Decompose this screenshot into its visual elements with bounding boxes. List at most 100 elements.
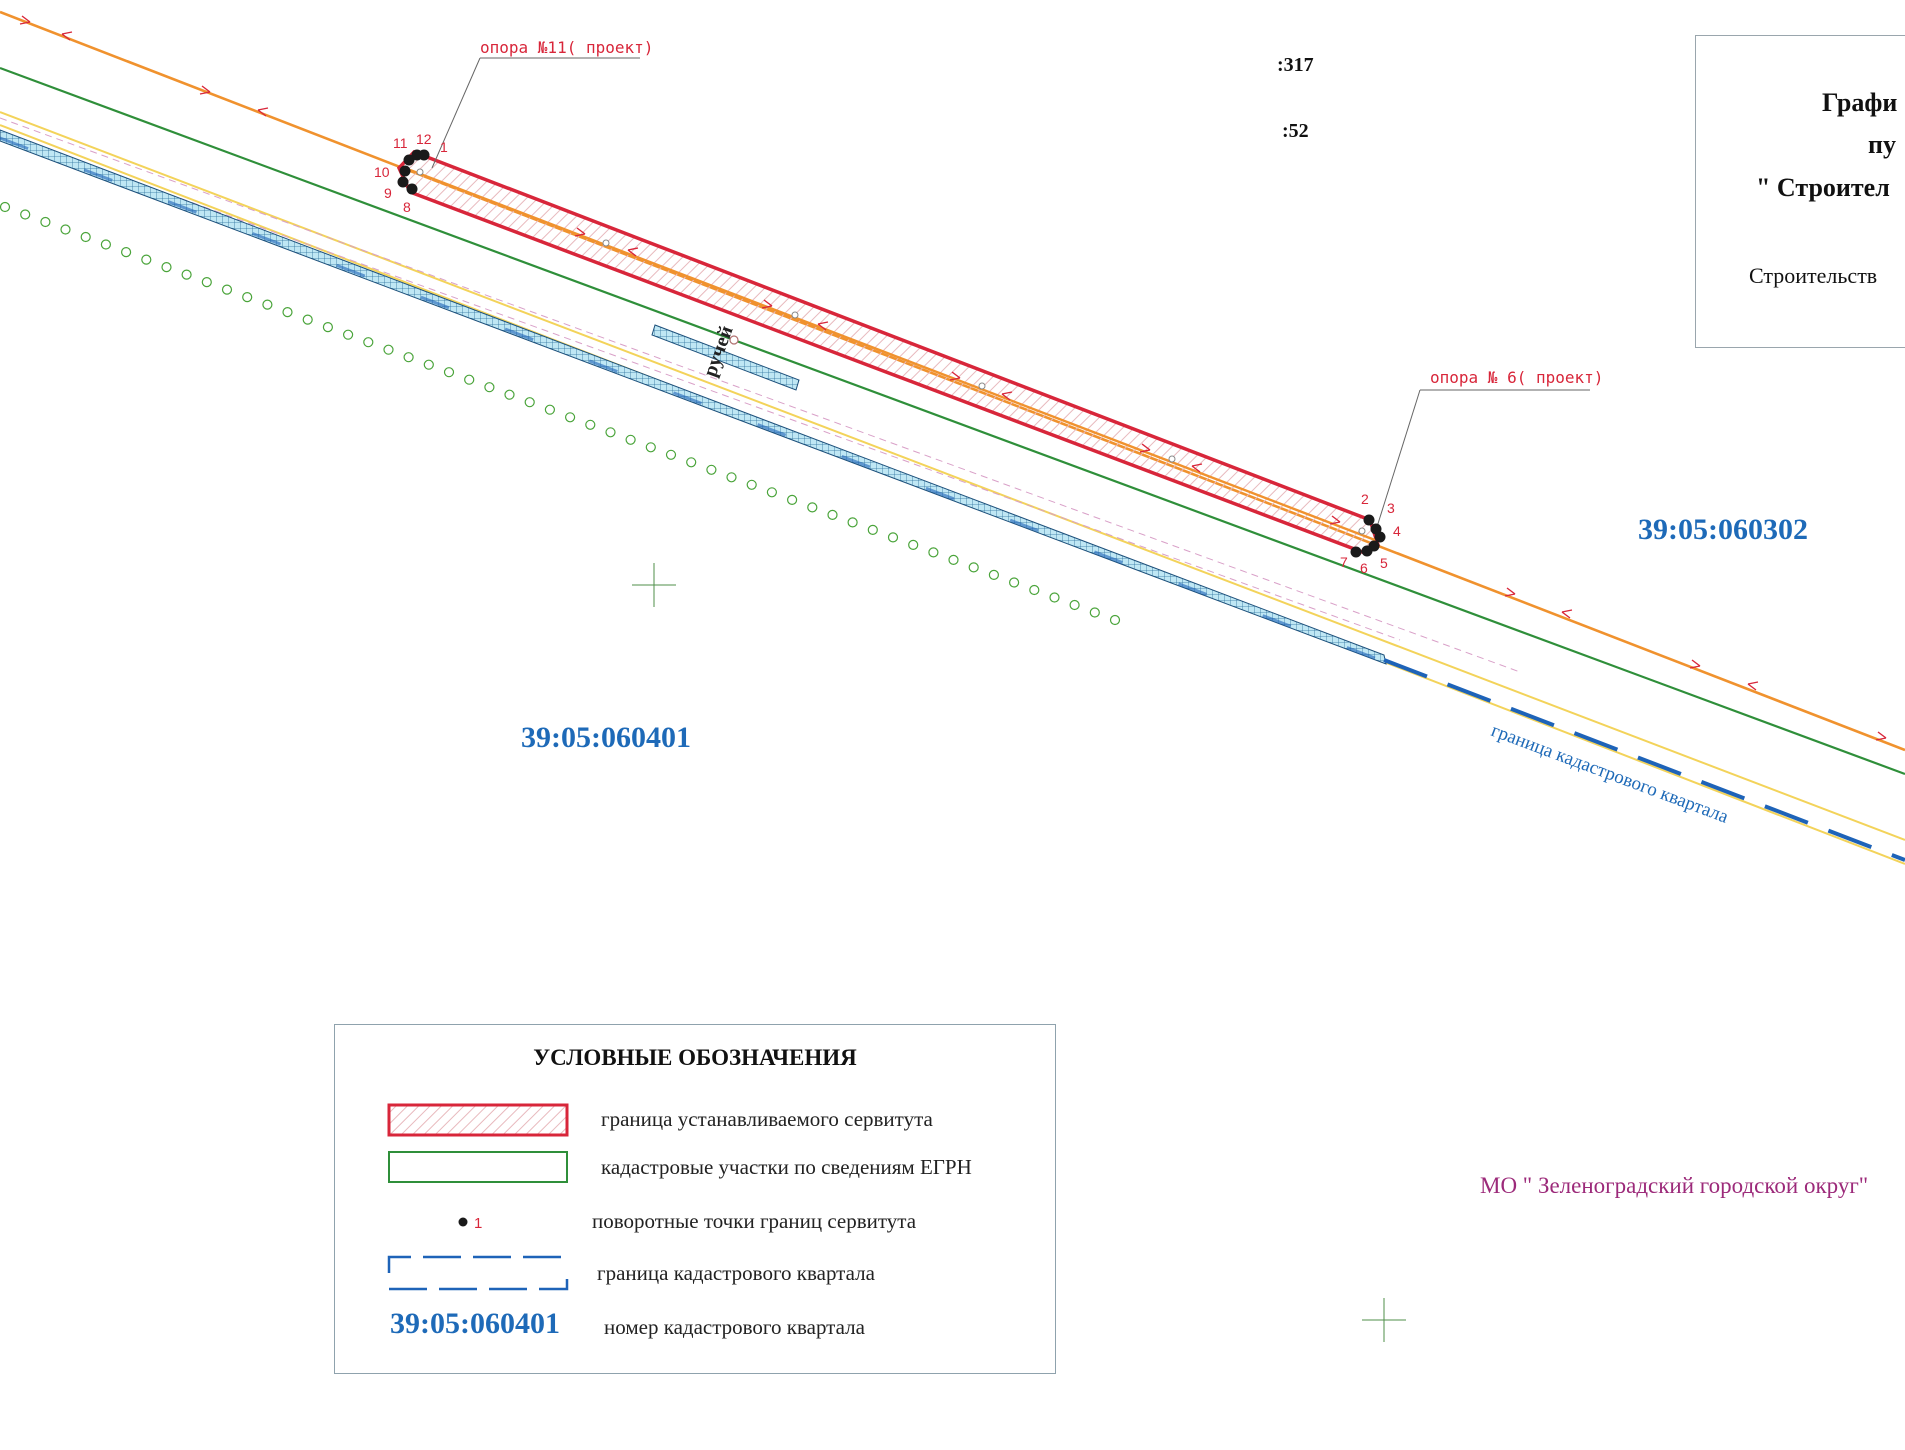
legend-label: кадастровые участки по сведениям ЕГРН xyxy=(601,1155,972,1179)
dashed-pink-line xyxy=(0,117,1521,673)
green-dot xyxy=(988,569,1000,581)
green-dot xyxy=(968,562,979,573)
crosshair-icon xyxy=(632,563,676,607)
legend-item-servitude: граница устанавливаемого сервитута xyxy=(335,1099,1055,1143)
green-dot xyxy=(686,457,697,468)
axis-arrows xyxy=(574,227,1341,525)
pole-6-label: опора № 6( проект) xyxy=(1430,368,1603,387)
legend-item-parcels: кадастровые участки по сведениям ЕГРН xyxy=(335,1147,1055,1191)
green-dot xyxy=(201,277,212,288)
green-dot xyxy=(827,509,838,521)
pole-11-label: опора №11( проект) xyxy=(480,38,653,57)
green-dot xyxy=(928,547,939,558)
legend: УСЛОВНЫЕ ОБОЗНАЧЕНИЯ граница устанавлива… xyxy=(334,1024,1056,1374)
servitude-symbol xyxy=(387,1103,569,1137)
green-dot xyxy=(322,322,333,333)
dashed-pink-line-2 xyxy=(0,132,1401,641)
green-dot xyxy=(443,367,455,378)
green-dot xyxy=(464,374,475,385)
green-dot xyxy=(726,472,737,483)
quarter-number-sample: 39:05:060401 xyxy=(390,1307,560,1340)
legend-label: номер кадастрового квартала xyxy=(604,1315,865,1339)
quarter-boundary-label: граница кадастрового квартала xyxy=(1488,720,1731,828)
green-dot xyxy=(524,397,535,408)
green-dot xyxy=(403,352,414,363)
quarter-number-401: 39:05:060401 xyxy=(521,721,691,754)
green-dot xyxy=(60,224,71,235)
green-dot xyxy=(887,532,899,543)
power-line-arrows xyxy=(19,15,1887,741)
parcel-boundary-line xyxy=(0,66,1905,776)
green-dot xyxy=(484,382,495,393)
title-block: Графи пу " Строител Строительств xyxy=(1695,35,1905,348)
road-edge-line-1 xyxy=(0,111,1905,841)
turn-point-9 xyxy=(397,176,409,188)
turn-point-label: 4 xyxy=(1393,523,1401,539)
green-dot xyxy=(383,344,394,355)
green-dot xyxy=(766,487,778,498)
quarter-number-302: 39:05:060302 xyxy=(1638,513,1808,546)
legend-label: поворотные точки границ сервитута xyxy=(592,1209,917,1233)
turn-point-label: 8 xyxy=(403,199,411,215)
green-dot xyxy=(847,517,858,528)
green-dot xyxy=(262,299,273,310)
turn-point-label: 2 xyxy=(1361,491,1369,507)
green-dot xyxy=(564,412,576,423)
turn-point-label: 5 xyxy=(1380,555,1388,571)
green-dot xyxy=(786,494,798,505)
green-dot xyxy=(161,262,172,273)
green-dot xyxy=(221,284,233,295)
turn-point-12 xyxy=(411,149,423,161)
title-line-4: Строительств xyxy=(1749,263,1878,288)
turn-point-7 xyxy=(1350,546,1362,558)
green-dot xyxy=(20,209,31,220)
green-dot xyxy=(1069,599,1080,611)
green-dot xyxy=(605,427,616,438)
green-dot xyxy=(665,449,677,460)
turn-point-8 xyxy=(406,183,418,195)
legend-label: граница устанавливаемого сервитута xyxy=(601,1107,933,1131)
green-dot xyxy=(948,554,959,566)
pole-11-leader-diag xyxy=(431,57,481,169)
turn-point-2 xyxy=(1363,514,1375,526)
green-dot xyxy=(746,479,757,490)
municipality-label: МО " Зеленоградский городской округ" xyxy=(1480,1173,1868,1198)
turn-point-label: 11 xyxy=(393,135,408,151)
green-dot xyxy=(645,442,656,453)
green-dot xyxy=(423,359,434,370)
green-dot xyxy=(181,269,192,280)
green-dot xyxy=(343,329,354,340)
turn-point-label: 1 xyxy=(440,139,448,155)
legend-item-quarter-boundary: граница кадастрового квартала xyxy=(335,1251,1055,1295)
green-dot xyxy=(1029,584,1040,596)
point-symbol: 1 xyxy=(458,1215,482,1232)
ditch-strip xyxy=(0,129,1387,665)
quarter-boundary-line xyxy=(1383,658,1905,862)
green-dot xyxy=(302,314,313,325)
title-line-3: " Строител xyxy=(1756,173,1890,202)
turn-point-10 xyxy=(399,165,411,177)
turn-point-label: 12 xyxy=(416,131,432,147)
parcel-ref-317: :317 xyxy=(1277,54,1314,76)
culvert-point xyxy=(729,335,739,345)
turn-point-label: 6 xyxy=(1360,560,1368,576)
turn-point-label: 7 xyxy=(1340,554,1348,570)
green-dot xyxy=(141,254,152,265)
green-dot xyxy=(282,307,293,318)
turn-point-6 xyxy=(1361,545,1373,557)
turn-point-11 xyxy=(403,154,415,166)
axis-small-circles xyxy=(416,168,1366,535)
green-dot xyxy=(908,539,919,551)
green-dot xyxy=(544,404,556,415)
legend-label: граница кадастрового квартала xyxy=(597,1261,875,1285)
green-dot xyxy=(1049,592,1060,603)
green-dot xyxy=(1109,614,1121,626)
pole-6-leader-diag xyxy=(1375,389,1421,531)
title-line-2: пу xyxy=(1868,130,1896,159)
servitude-axis xyxy=(409,168,1376,542)
legend-item-quarter-number: 39:05:060401 номер кадастрового квартала xyxy=(335,1307,1055,1351)
green-dot xyxy=(242,292,253,303)
